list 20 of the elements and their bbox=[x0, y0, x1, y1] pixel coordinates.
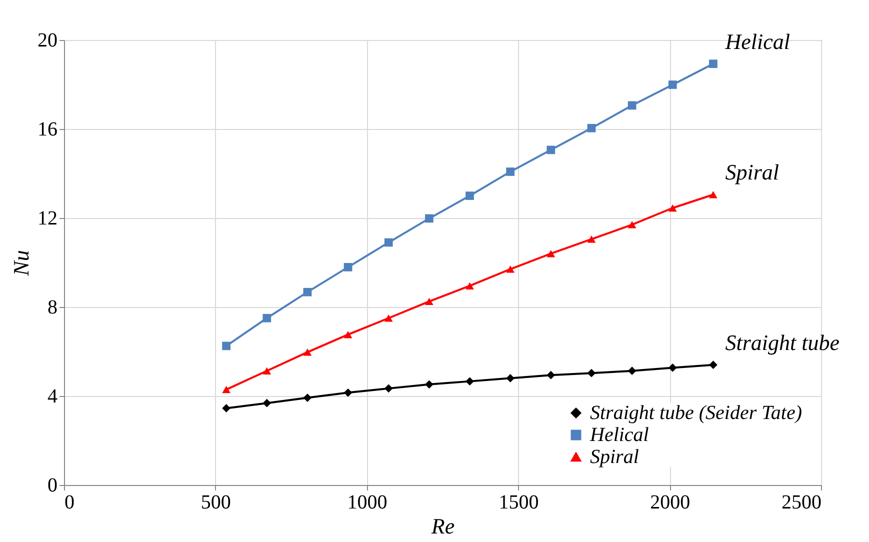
annotation: Straight tube bbox=[725, 330, 840, 355]
y-tick-label: 0 bbox=[48, 474, 58, 496]
x-tick-label: 1000 bbox=[347, 492, 388, 514]
x-tick-label: 1500 bbox=[498, 492, 539, 514]
annotation: Helical bbox=[724, 28, 790, 54]
x-tick-label: 0 bbox=[64, 492, 74, 514]
y-tick-label: 20 bbox=[38, 30, 58, 52]
y-axis-title: Nu bbox=[8, 250, 34, 277]
y-tick-label: 8 bbox=[48, 296, 58, 318]
legend-label: Straight tube (Seider Tate) bbox=[590, 402, 802, 424]
x-tick-label: 500 bbox=[200, 492, 231, 514]
y-tick-label: 4 bbox=[48, 386, 58, 408]
annotation: Spiral bbox=[725, 160, 779, 185]
y-tick-label: 12 bbox=[38, 208, 58, 230]
legend-label: Helical bbox=[589, 424, 650, 446]
x-tick-label: 2000 bbox=[650, 492, 690, 514]
legend-label: Spiral bbox=[590, 446, 640, 468]
x-tick-label: 2500 bbox=[782, 492, 822, 514]
x-axis-title: Re bbox=[430, 514, 455, 538]
y-tick-label: 16 bbox=[38, 118, 58, 140]
